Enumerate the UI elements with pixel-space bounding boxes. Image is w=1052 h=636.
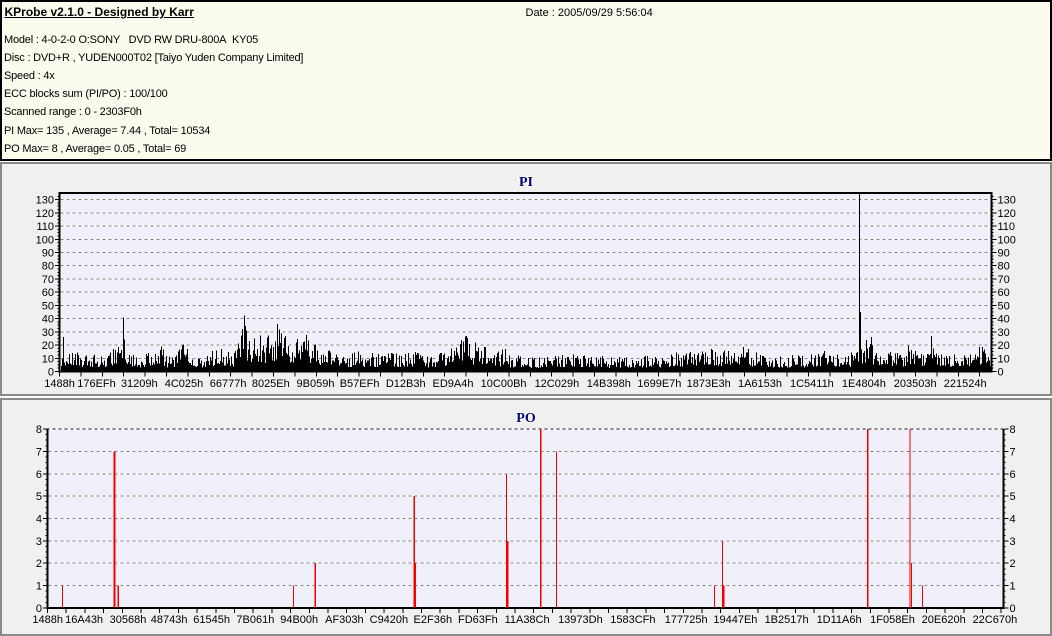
svg-text:22C670h: 22C670h <box>973 614 1018 626</box>
svg-text:1F058Eh: 1F058Eh <box>870 614 915 626</box>
svg-text:8: 8 <box>1010 424 1016 436</box>
svg-text:5: 5 <box>36 491 42 503</box>
svg-text:1: 1 <box>36 581 42 593</box>
svg-text:4: 4 <box>1010 514 1016 526</box>
svg-text:6: 6 <box>36 469 42 481</box>
svg-text:31209h: 31209h <box>121 378 158 390</box>
svg-text:20E620h: 20E620h <box>922 614 966 626</box>
svg-text:10C00Bh: 10C00Bh <box>481 378 527 390</box>
svg-text:3: 3 <box>36 536 42 548</box>
svg-text:120: 120 <box>998 208 1016 220</box>
svg-text:94B00h: 94B00h <box>280 614 318 626</box>
svg-text:0: 0 <box>48 367 54 379</box>
svg-text:6: 6 <box>1010 469 1016 481</box>
svg-text:2: 2 <box>1010 558 1016 570</box>
svg-text:8: 8 <box>36 424 42 436</box>
svg-text:7B061h: 7B061h <box>236 614 274 626</box>
svg-text:110: 110 <box>36 221 54 233</box>
svg-text:1: 1 <box>1010 581 1016 593</box>
svg-text:1A6153h: 1A6153h <box>738 378 782 390</box>
svg-text:0: 0 <box>1010 603 1016 615</box>
svg-text:1873E3h: 1873E3h <box>687 378 731 390</box>
svg-text:110: 110 <box>998 221 1016 233</box>
svg-text:12C029h: 12C029h <box>535 378 580 390</box>
svg-text:30: 30 <box>42 327 54 339</box>
svg-text:PO: PO <box>516 411 536 426</box>
svg-text:61545h: 61545h <box>193 614 230 626</box>
svg-text:130: 130 <box>998 195 1016 207</box>
svg-text:1D11A6h: 1D11A6h <box>817 614 862 626</box>
svg-text:90: 90 <box>998 248 1010 260</box>
svg-text:90: 90 <box>42 248 54 260</box>
svg-text:50: 50 <box>42 300 54 312</box>
svg-text:20: 20 <box>998 340 1010 352</box>
svg-text:60: 60 <box>998 287 1010 299</box>
svg-text:13973Dh: 13973Dh <box>558 614 603 626</box>
svg-text:40: 40 <box>998 314 1010 326</box>
svg-text:1488h: 1488h <box>32 614 63 626</box>
svg-text:1488h: 1488h <box>44 378 75 390</box>
svg-text:9B059h: 9B059h <box>297 378 335 390</box>
svg-text:30568h: 30568h <box>110 614 147 626</box>
svg-text:203503h: 203503h <box>894 378 937 390</box>
svg-text:80: 80 <box>998 261 1010 273</box>
svg-text:0: 0 <box>36 603 42 615</box>
svg-text:1699E7h: 1699E7h <box>637 378 681 390</box>
svg-text:100: 100 <box>998 234 1016 246</box>
svg-text:221524h: 221524h <box>944 378 987 390</box>
svg-text:7: 7 <box>1010 446 1016 458</box>
svg-text:60: 60 <box>42 287 54 299</box>
svg-text:4C025h: 4C025h <box>165 378 204 390</box>
svg-text:1583CFh: 1583CFh <box>610 614 655 626</box>
svg-text:1E4804h: 1E4804h <box>842 378 886 390</box>
svg-text:50: 50 <box>998 300 1010 312</box>
svg-text:66777h: 66777h <box>210 378 247 390</box>
svg-text:19447Eh: 19447Eh <box>713 614 757 626</box>
svg-text:48743h: 48743h <box>151 614 188 626</box>
svg-text:4: 4 <box>36 514 42 526</box>
svg-text:16A43h: 16A43h <box>65 614 103 626</box>
svg-text:14B398h: 14B398h <box>587 378 631 390</box>
svg-text:E2F36h: E2F36h <box>414 614 453 626</box>
svg-text:B57EFh: B57EFh <box>340 378 380 390</box>
svg-text:1B2517h: 1B2517h <box>765 614 809 626</box>
svg-text:20: 20 <box>42 340 54 352</box>
svg-text:70: 70 <box>42 274 54 286</box>
svg-text:8025Eh: 8025Eh <box>252 378 290 390</box>
svg-text:120: 120 <box>36 208 54 220</box>
svg-text:AF303h: AF303h <box>325 614 364 626</box>
svg-text:30: 30 <box>998 327 1010 339</box>
svg-text:176EFh: 176EFh <box>77 378 116 390</box>
svg-text:2: 2 <box>36 558 42 570</box>
svg-text:177725h: 177725h <box>665 614 708 626</box>
svg-text:C9420h: C9420h <box>370 614 409 626</box>
svg-text:0: 0 <box>998 367 1004 379</box>
svg-text:ED9A4h: ED9A4h <box>433 378 474 390</box>
svg-text:40: 40 <box>42 314 54 326</box>
svg-text:10: 10 <box>998 353 1010 365</box>
svg-text:3: 3 <box>1010 536 1016 548</box>
svg-text:5: 5 <box>1010 491 1016 503</box>
svg-text:10: 10 <box>42 353 54 365</box>
svg-text:D12B3h: D12B3h <box>386 378 426 390</box>
svg-text:PI: PI <box>519 175 533 190</box>
svg-text:80: 80 <box>42 261 54 273</box>
svg-text:7: 7 <box>36 446 42 458</box>
svg-text:100: 100 <box>36 234 54 246</box>
svg-text:11A38Ch: 11A38Ch <box>505 614 550 626</box>
svg-text:1C5411h: 1C5411h <box>790 378 834 390</box>
svg-text:70: 70 <box>998 274 1010 286</box>
svg-text:FD63Fh: FD63Fh <box>458 614 498 626</box>
svg-text:130: 130 <box>36 195 54 207</box>
